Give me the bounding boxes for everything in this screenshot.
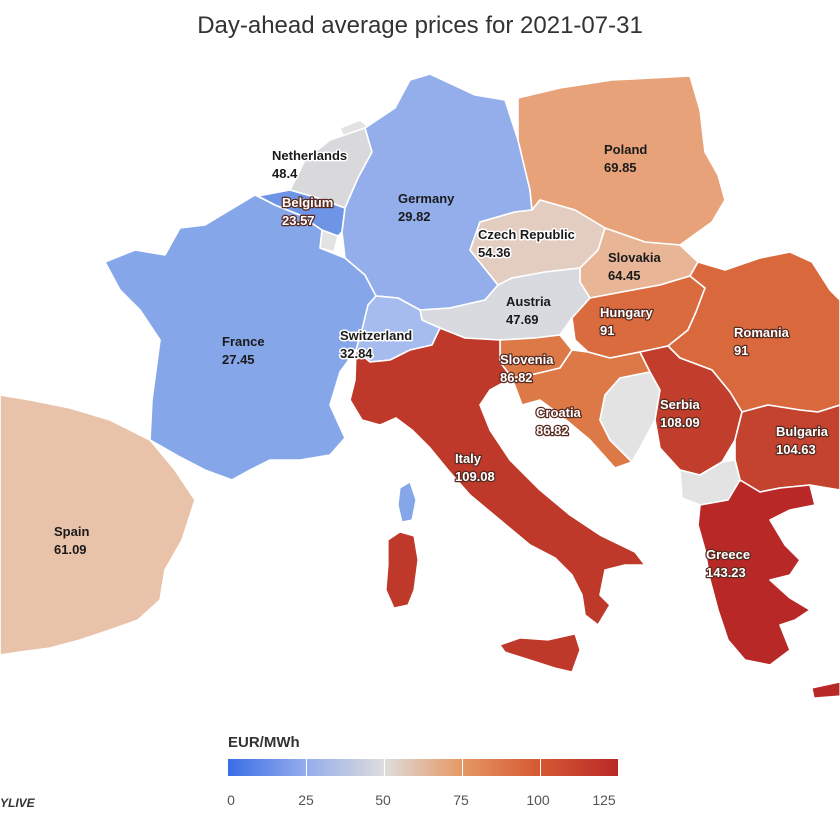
label-france-name: France bbox=[222, 334, 265, 349]
legend-separator bbox=[384, 759, 385, 776]
label-netherlands-value: 48.4 bbox=[272, 166, 298, 181]
label-austria-name: Austria bbox=[506, 294, 552, 309]
legend-tick-50: 50 bbox=[375, 792, 391, 808]
map-labels: Netherlands 48.4 Belgium 23.57 Germany 2… bbox=[54, 142, 830, 581]
label-austria-value: 47.69 bbox=[506, 312, 539, 327]
legend-tick-0: 0 bbox=[227, 792, 235, 808]
italy-sicily[interactable] bbox=[499, 633, 581, 673]
label-slovakia-name: Slovakia bbox=[608, 250, 662, 265]
label-czech-value: 54.36 bbox=[478, 245, 511, 260]
label-france-value: 27.45 bbox=[222, 352, 255, 367]
legend-tick-75: 75 bbox=[453, 792, 469, 808]
legend-separator bbox=[462, 759, 463, 776]
country-spain[interactable] bbox=[0, 394, 196, 656]
label-belgium-value: 23.57 bbox=[282, 213, 315, 228]
label-croatia-name: Croatia bbox=[536, 405, 582, 420]
label-bulgaria-name: Bulgaria bbox=[776, 424, 829, 439]
legend-tick-100: 100 bbox=[526, 792, 550, 808]
label-spain-value: 61.09 bbox=[54, 542, 87, 557]
label-poland-name: Poland bbox=[604, 142, 647, 157]
legend-title: EUR/MWh bbox=[228, 734, 300, 751]
label-italy-name: Italy bbox=[455, 451, 482, 466]
label-hungary-value: 91 bbox=[600, 323, 614, 338]
label-romania-name: Romania bbox=[734, 325, 790, 340]
label-poland-value: 69.85 bbox=[604, 160, 637, 175]
country-poland[interactable] bbox=[517, 75, 726, 246]
legend-tick-125: 125 bbox=[592, 792, 616, 808]
label-germany-name: Germany bbox=[398, 191, 455, 206]
label-serbia-value: 108.09 bbox=[660, 415, 700, 430]
label-greece-name: Greece bbox=[706, 547, 750, 562]
label-croatia-value: 86.82 bbox=[536, 423, 569, 438]
label-serbia-name: Serbia bbox=[660, 397, 701, 412]
label-netherlands-name: Netherlands bbox=[272, 148, 347, 163]
country-italy[interactable] bbox=[349, 327, 646, 626]
country-greece[interactable] bbox=[697, 479, 816, 666]
label-slovenia-value: 86.82 bbox=[500, 370, 533, 385]
legend-tick-25: 25 bbox=[298, 792, 314, 808]
label-greece-value: 143.23 bbox=[706, 565, 746, 580]
label-belgium-name: Belgium bbox=[282, 195, 333, 210]
greece-crete bbox=[811, 681, 840, 699]
label-bulgaria-value: 104.63 bbox=[776, 442, 816, 457]
legend-separator bbox=[306, 759, 307, 776]
brand-logo: YLIVE bbox=[0, 796, 35, 810]
label-hungary-name: Hungary bbox=[600, 305, 654, 320]
label-slovakia-value: 64.45 bbox=[608, 268, 641, 283]
label-romania-value: 91 bbox=[734, 343, 748, 358]
map-title: Day-ahead average prices for 2021-07-31 bbox=[197, 12, 643, 39]
label-czech-name: Czech Republic bbox=[478, 227, 575, 242]
label-germany-value: 29.82 bbox=[398, 209, 431, 224]
label-italy-value: 109.08 bbox=[455, 469, 495, 484]
label-slovenia-name: Slovenia bbox=[500, 352, 554, 367]
italy-sardinia[interactable] bbox=[385, 531, 419, 609]
neighbor-bosnia bbox=[599, 371, 661, 463]
legend-color-bar bbox=[228, 759, 618, 776]
label-spain-name: Spain bbox=[54, 524, 89, 539]
label-switzerland-name: Switzerland bbox=[340, 328, 412, 343]
neighbor-corsica bbox=[397, 481, 417, 523]
legend-separator bbox=[540, 759, 541, 776]
label-switzerland-value: 32.84 bbox=[340, 346, 373, 361]
